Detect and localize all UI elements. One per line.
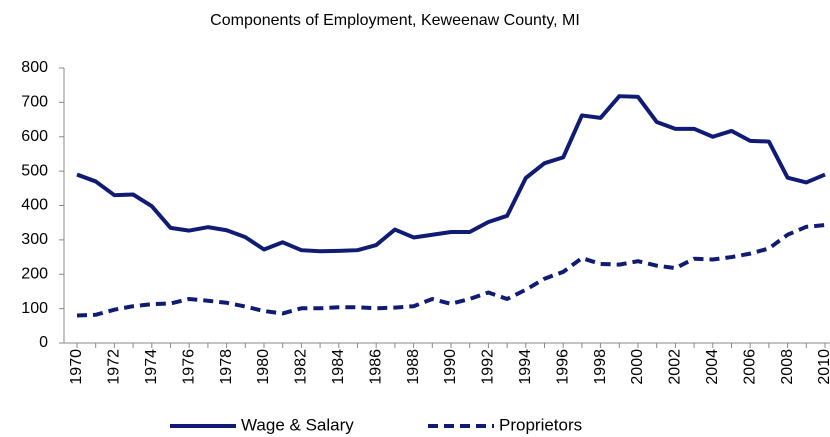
x-tick-label: 1984: [330, 349, 347, 385]
y-tick-label: 700: [21, 94, 48, 111]
x-tick-label: 1978: [218, 349, 235, 385]
series-line: [76, 94, 826, 254]
y-tick-label: 100: [21, 300, 48, 317]
series-line: [76, 223, 826, 318]
x-tick-label: 2004: [704, 349, 721, 385]
x-tick-label: 1988: [405, 349, 422, 385]
y-tick-label: 500: [21, 162, 48, 179]
x-tick-label: 2006: [741, 349, 758, 385]
x-tick-label: 1976: [180, 349, 197, 385]
x-tick-label: 1986: [367, 349, 384, 385]
x-tick-label: 2002: [667, 349, 684, 385]
y-tick-label: 200: [21, 265, 48, 282]
y-tick-label: 400: [21, 197, 48, 214]
x-tick-label: 1974: [143, 349, 160, 385]
x-tick-label: 2010: [816, 349, 830, 385]
legend-label: Wage & Salary: [241, 415, 354, 434]
x-tick-label: 1994: [517, 349, 534, 385]
y-tick-label: 600: [21, 128, 48, 145]
y-tick-label: 800: [21, 59, 48, 76]
x-tick-label: 1998: [592, 349, 609, 385]
x-tick-label: 1992: [480, 349, 497, 385]
y-tick-label: 0: [39, 334, 48, 351]
x-tick-label: 1982: [293, 349, 310, 385]
x-tick-label: 2000: [629, 349, 646, 385]
x-tick-label: 1996: [554, 349, 571, 385]
y-tick-label: 300: [21, 231, 48, 248]
x-tick-label: 1980: [255, 349, 272, 385]
legend-label: Proprietors: [499, 415, 582, 434]
chart-title: Components of Employment, Keweenaw Count…: [210, 12, 580, 29]
x-tick-label: 1990: [442, 349, 459, 385]
x-tick-label: 2008: [779, 349, 796, 385]
x-tick-label: 1970: [68, 349, 85, 385]
x-tick-label: 1972: [106, 349, 123, 385]
